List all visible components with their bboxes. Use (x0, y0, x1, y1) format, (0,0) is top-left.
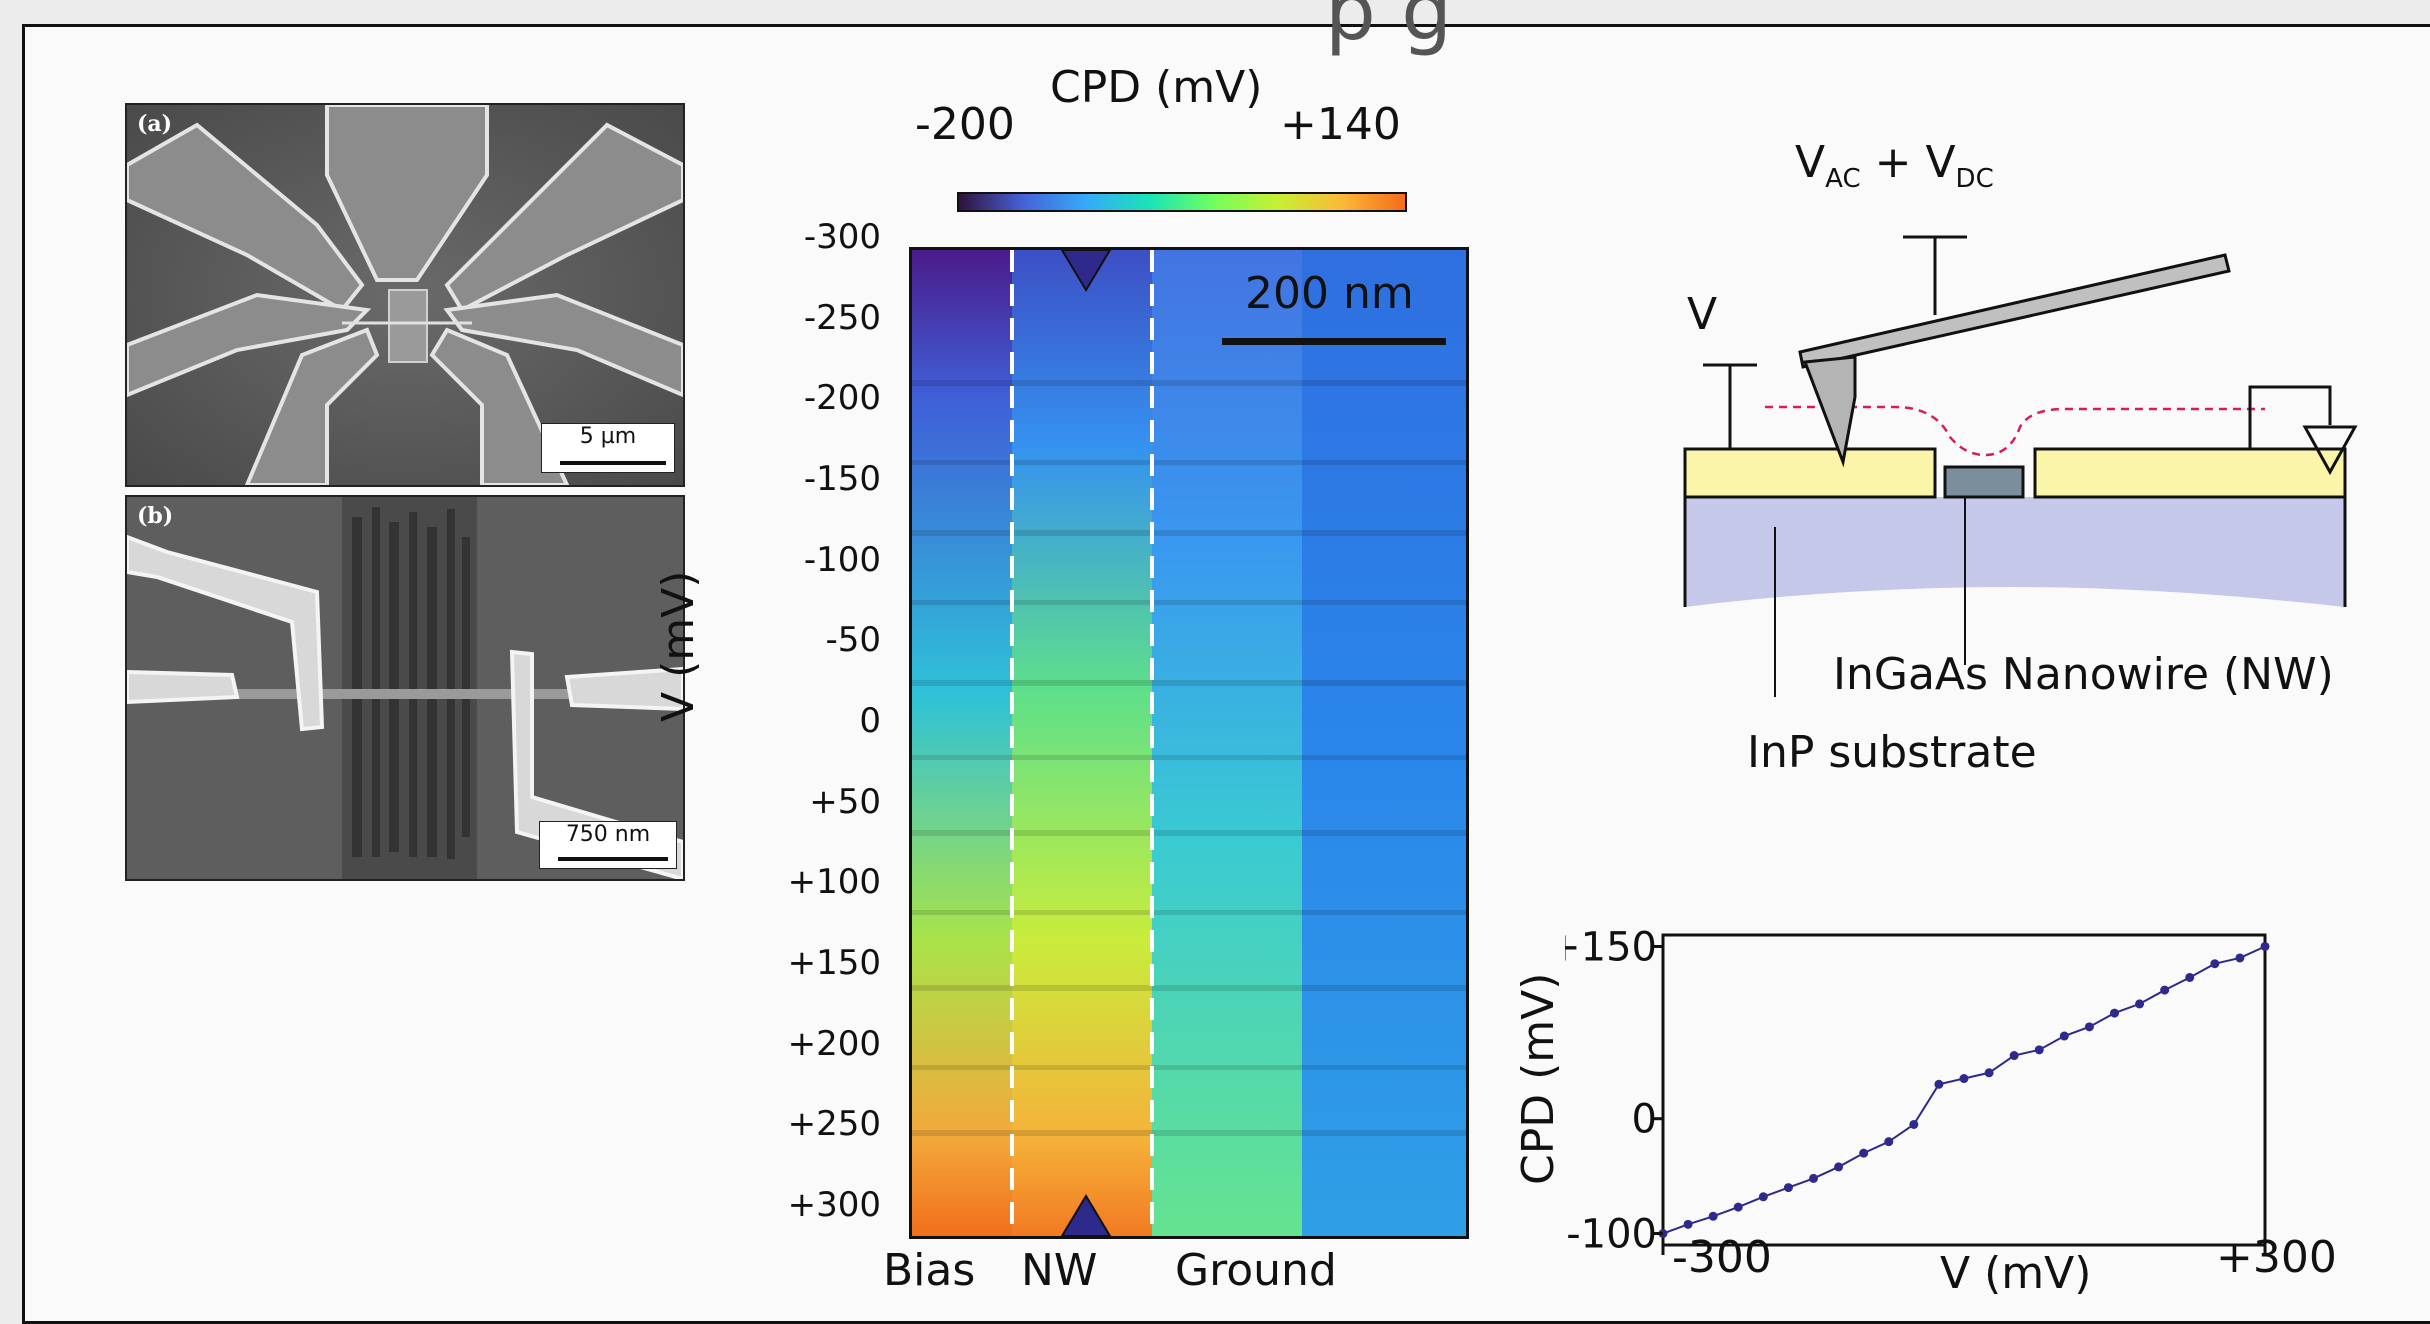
chart-point (1934, 1079, 1944, 1089)
chart-series-line (1662, 945, 2266, 1235)
chart-point (1859, 1148, 1869, 1158)
panel-b-scale-bar-line (558, 857, 668, 861)
cantilever (1798, 253, 2231, 369)
bottom-marker (1060, 1194, 1112, 1236)
map-y-tick: +100 (787, 862, 881, 903)
chart-y-tick-label: +150 (1565, 924, 1657, 970)
top-marker (1060, 250, 1112, 292)
chart-point (1758, 1192, 1768, 1202)
chart-point (1683, 1219, 1693, 1229)
panel-a-scale-bar: 5 µm (541, 423, 675, 473)
chart-y-axis-label: CPD (mV) (1513, 972, 1564, 1185)
tip-voltage-v: V (1795, 137, 1826, 188)
chart-point (2210, 959, 2220, 969)
panel-b-scale-bar-label: 750 nm (565, 822, 651, 847)
ground-electrode (2033, 447, 2347, 499)
chart-x-tick-label-max: +300 (2216, 1232, 2337, 1283)
map-y-tick: -300 (803, 217, 881, 257)
cpd-vs-voltage-chart: -100 0 +150 (1565, 924, 2270, 1258)
panel-b-scale-bar: 750 nm (539, 821, 677, 869)
chart-point (1783, 1183, 1793, 1193)
map-y-tick: -250 (803, 297, 881, 338)
map-scale-bar-line (1222, 338, 1446, 345)
map-x-label-ground: Ground (1175, 1245, 1337, 1296)
map-y-tick: +250 (787, 1104, 881, 1145)
chart-frame (1661, 933, 2267, 1247)
chart-point (2160, 985, 2170, 995)
tip-voltage-sub-ac: AC (1825, 163, 1861, 194)
map-y-tick: 0 (859, 701, 881, 741)
sem-image-device-overview: (a) 5 µm (125, 103, 685, 487)
chart-point (2084, 1022, 2094, 1032)
ground-symbol (2302, 425, 2358, 476)
tip-voltage-sub-dc: DC (1955, 163, 1994, 194)
figure-title-fragment: p g (1325, 0, 1452, 58)
colorbar-min-label: -200 (915, 99, 1015, 150)
chart-x-tick-label-min: -300 (1672, 1232, 1772, 1283)
map-y-tick: +150 (787, 943, 881, 983)
potential-profile-line (1765, 405, 2265, 457)
colorbar-max-label: +140 (1280, 99, 1401, 150)
sem-image-nanowire-closeup: (b) 750 nm (125, 495, 685, 881)
chart-point (2185, 972, 2195, 982)
chart-point (1959, 1074, 1969, 1084)
chart-y-tick-label: 0 (1632, 1097, 1657, 1143)
chart-point (1884, 1137, 1894, 1147)
chart-point (1733, 1202, 1743, 1212)
colorbar-title: CPD (mV) (1050, 62, 1263, 113)
panel-a-scale-bar-line (560, 461, 666, 465)
bias-voltage-label: V (1687, 289, 1718, 340)
map-y-axis-label: V (mV) (653, 570, 704, 722)
map-y-tick: +50 (809, 781, 881, 822)
nanowire-label: InGaAs Nanowire (NW) (1833, 649, 2334, 700)
map-x-label-nw: NW (1021, 1245, 1098, 1296)
map-y-tick: -200 (803, 378, 881, 419)
map-scale-bar-label: 200 nm (1245, 268, 1414, 319)
map-x-label-bias: Bias (883, 1245, 976, 1296)
map-y-tick: +300 (787, 1185, 881, 1225)
chart-point (2034, 1045, 2044, 1055)
panel-b-tag: (b) (137, 503, 174, 529)
chart-point (1809, 1173, 1818, 1183)
sem-b-graphic (127, 497, 683, 879)
chart-point (2059, 1031, 2069, 1041)
cpd-map-graphic (912, 250, 1466, 1236)
map-y-tick: -50 (825, 620, 881, 661)
cpd-voltage-sweep-map: 200 nm (909, 247, 1469, 1239)
map-y-tick: +200 (787, 1023, 881, 1064)
panel-a-scale-bar-label: 5 µm (579, 424, 637, 449)
sem-a-graphic (127, 105, 683, 485)
bias-electrode (1683, 447, 1937, 499)
chart-point (1834, 1162, 1844, 1172)
tip-voltage-label: VAC + VDC (1795, 137, 1994, 194)
chart-point (1909, 1119, 1919, 1129)
chart-point (2110, 1008, 2119, 1018)
chart-x-axis-label: V (mV) (1940, 1248, 2092, 1299)
panel-a-tag: (a) (137, 111, 173, 137)
chart-point (1708, 1211, 1718, 1221)
map-y-tick: -100 (803, 539, 881, 580)
chart-point (1984, 1068, 1994, 1078)
tip-voltage-plus: + V (1874, 137, 1956, 188)
substrate (1685, 497, 2345, 607)
afm-tip (1802, 355, 1857, 468)
substrate-label: InP substrate (1747, 727, 2037, 778)
nanowire (1943, 465, 2025, 499)
chart-y-tick-label: -100 (1566, 1212, 1657, 1258)
chart-point (2135, 999, 2145, 1009)
chart-point (2235, 953, 2245, 963)
colorbar (957, 192, 1407, 212)
chart-point (2260, 941, 2270, 951)
map-y-tick: -150 (803, 459, 881, 499)
chart-point (2009, 1051, 2019, 1061)
kpfm-setup-schematic (1683, 235, 2358, 697)
figure-panel: p g (a) 5 µm (22, 0, 2430, 1324)
